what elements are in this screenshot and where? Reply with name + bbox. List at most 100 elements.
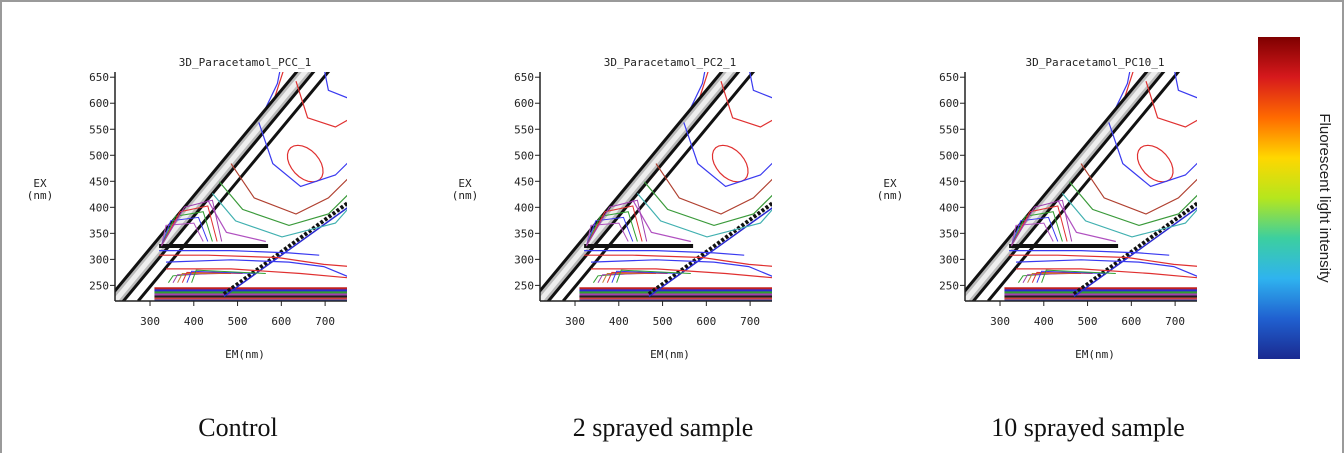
contour-line bbox=[218, 181, 347, 227]
scatter-band bbox=[1072, 201, 1197, 296]
contour-line bbox=[166, 268, 347, 279]
contour-line bbox=[711, 144, 749, 183]
y-tick-label: 450 bbox=[514, 175, 534, 188]
x-tick-label: 500 bbox=[228, 315, 248, 328]
x-tick-label: 500 bbox=[653, 315, 673, 328]
scatter-band bbox=[223, 207, 347, 298]
contour-line bbox=[258, 122, 347, 188]
scatter-band bbox=[647, 201, 772, 296]
contour-line bbox=[1145, 81, 1197, 128]
chart-title: 3D_Paracetamol_PC10_1 bbox=[1025, 56, 1164, 69]
contour-line bbox=[1174, 72, 1197, 99]
contour-band bbox=[154, 287, 347, 290]
caption: 10 sprayed sample bbox=[991, 413, 1185, 442]
contour-line bbox=[720, 81, 772, 128]
contour-line bbox=[159, 250, 320, 256]
contour-band bbox=[579, 287, 772, 290]
scatter-band bbox=[1073, 207, 1197, 298]
contour-line bbox=[181, 271, 243, 283]
contour-line bbox=[1041, 269, 1116, 283]
contour-line bbox=[1010, 205, 1068, 247]
contour-line bbox=[230, 163, 347, 215]
contour-band bbox=[154, 291, 347, 294]
contour-line bbox=[115, 72, 281, 292]
contour-line bbox=[683, 122, 772, 188]
x-tick-label: 700 bbox=[315, 315, 335, 328]
contour-line bbox=[540, 72, 706, 292]
contour-band bbox=[1004, 295, 1197, 298]
contour-line bbox=[643, 181, 772, 227]
y-axis-label: (nm) bbox=[877, 189, 904, 202]
contour-line bbox=[1108, 122, 1197, 188]
x-tick-label: 400 bbox=[609, 315, 629, 328]
y-axis-label: EX bbox=[883, 177, 897, 190]
y-tick-label: 500 bbox=[939, 149, 959, 162]
y-tick-label: 250 bbox=[89, 279, 109, 292]
scatter-band bbox=[540, 72, 734, 301]
contour-line bbox=[584, 250, 745, 256]
y-tick-label: 300 bbox=[514, 253, 534, 266]
contour-line bbox=[324, 72, 347, 99]
contour-line bbox=[177, 273, 231, 283]
plot-area bbox=[115, 72, 347, 301]
contour-line bbox=[1080, 163, 1197, 215]
y-tick-label: 550 bbox=[514, 123, 534, 136]
contour-line bbox=[1009, 250, 1170, 256]
contour-line bbox=[286, 144, 324, 183]
scatter-band bbox=[222, 201, 347, 296]
contour-band bbox=[154, 295, 347, 298]
y-tick-label: 350 bbox=[514, 227, 534, 240]
contour-line bbox=[1015, 259, 1197, 277]
scatter-band bbox=[648, 207, 772, 298]
y-tick-label: 500 bbox=[89, 149, 109, 162]
contour-band bbox=[1004, 293, 1197, 296]
contour-line bbox=[1027, 273, 1081, 283]
contour-band bbox=[1004, 297, 1197, 300]
y-tick-label: 250 bbox=[939, 279, 959, 292]
contour-line bbox=[1016, 268, 1197, 279]
scatter-band bbox=[987, 72, 1181, 301]
y-tick-label: 350 bbox=[939, 227, 959, 240]
y-tick-label: 550 bbox=[89, 123, 109, 136]
plot-area bbox=[965, 72, 1197, 301]
x-tick-label: 500 bbox=[1078, 315, 1098, 328]
contour-line bbox=[1010, 216, 1059, 247]
contour-band bbox=[154, 297, 347, 300]
contour-line bbox=[611, 270, 680, 283]
contour-line bbox=[1036, 270, 1105, 283]
scatter-band bbox=[965, 72, 1159, 301]
contour-line bbox=[632, 199, 691, 243]
contour-band bbox=[579, 295, 772, 298]
contour-line bbox=[1068, 181, 1197, 227]
contour-line bbox=[1009, 254, 1197, 267]
y-tick-label: 600 bbox=[89, 97, 109, 110]
contour-line bbox=[159, 254, 347, 267]
contour-line bbox=[295, 81, 347, 128]
contour-line bbox=[1010, 211, 1063, 247]
x-tick-label: 300 bbox=[990, 315, 1010, 328]
y-tick-label: 300 bbox=[89, 253, 109, 266]
x-axis-label: EM(nm) bbox=[1075, 348, 1115, 361]
contour-line bbox=[585, 222, 629, 247]
contour-band bbox=[579, 297, 772, 300]
y-tick-label: 650 bbox=[514, 71, 534, 84]
caption: Control bbox=[198, 413, 277, 442]
chart-title: 3D_Paracetamol_PC2_1 bbox=[604, 56, 736, 69]
contour-band bbox=[154, 293, 347, 296]
y-axis-label: (nm) bbox=[27, 189, 54, 202]
contour-line bbox=[165, 259, 347, 277]
contour-line bbox=[207, 199, 266, 243]
contour-line bbox=[636, 193, 772, 238]
contour-line bbox=[616, 269, 691, 283]
y-tick-label: 300 bbox=[939, 253, 959, 266]
y-tick-label: 400 bbox=[514, 201, 534, 214]
contour-band bbox=[1004, 289, 1197, 292]
x-tick-label: 700 bbox=[1165, 315, 1185, 328]
contour-line bbox=[590, 259, 772, 277]
contour-line bbox=[585, 199, 648, 247]
y-axis-label: EX bbox=[33, 177, 47, 190]
x-axis-label: EM(nm) bbox=[225, 348, 265, 361]
